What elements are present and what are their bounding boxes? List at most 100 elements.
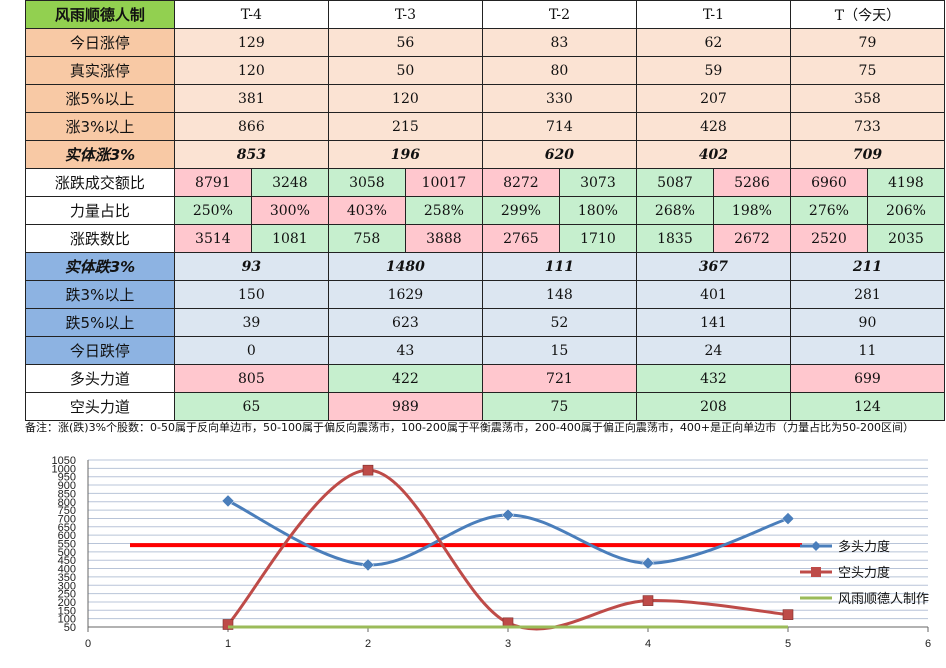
table-cell[interactable]: 620 — [481, 140, 637, 169]
row-label[interactable]: 涨跌成交额比 — [25, 168, 175, 197]
table-cell[interactable]: 300% — [250, 196, 329, 225]
table-cell[interactable]: 3514 — [173, 224, 252, 253]
row-label[interactable]: 真实涨停 — [25, 56, 175, 85]
table-cell[interactable]: 208 — [635, 392, 791, 421]
table-cell[interactable]: 367 — [635, 252, 791, 281]
table-cell[interactable]: 111 — [481, 252, 637, 281]
row-label[interactable]: 涨跌数比 — [25, 224, 175, 253]
table-cell[interactable]: 330 — [481, 84, 637, 113]
table-cell[interactable]: 52 — [481, 308, 637, 337]
table-cell[interactable]: 3248 — [250, 168, 329, 197]
table-cell[interactable]: 120 — [173, 56, 329, 85]
table-cell[interactable]: 120 — [327, 84, 483, 113]
table-cell[interactable]: 75 — [789, 56, 946, 85]
table-cell[interactable]: 148 — [481, 280, 637, 309]
table-cell[interactable]: 141 — [635, 308, 791, 337]
table-cell[interactable]: 268% — [635, 196, 714, 225]
table-cell[interactable]: 150 — [173, 280, 329, 309]
table-cell[interactable]: 432 — [635, 364, 791, 393]
row-label[interactable]: 今日涨停 — [25, 28, 175, 57]
table-cell[interactable]: 2035 — [866, 224, 946, 253]
row-label[interactable]: 空头力道 — [25, 392, 175, 421]
row-label[interactable]: 跌5%以上 — [25, 308, 175, 337]
table-cell[interactable]: 80 — [481, 56, 637, 85]
table-cell[interactable]: 56 — [327, 28, 483, 57]
col-header[interactable]: T-3 — [327, 0, 483, 29]
table-cell[interactable]: 250% — [173, 196, 252, 225]
table-cell[interactable]: 4198 — [866, 168, 946, 197]
table-cell[interactable]: 805 — [173, 364, 329, 393]
row-label[interactable]: 实体跌3% — [25, 252, 175, 281]
table-cell[interactable]: 714 — [481, 112, 637, 141]
table-cell[interactable]: 1480 — [327, 252, 483, 281]
table-cell[interactable]: 65 — [173, 392, 329, 421]
col-header[interactable]: T-4 — [173, 0, 329, 29]
table-cell[interactable]: 428 — [635, 112, 791, 141]
table-cell[interactable]: 129 — [173, 28, 329, 57]
table-cell[interactable]: 59 — [635, 56, 791, 85]
table-cell[interactable]: 6960 — [789, 168, 868, 197]
table-cell[interactable]: 299% — [481, 196, 560, 225]
table-cell[interactable]: 381 — [173, 84, 329, 113]
table-cell[interactable]: 93 — [173, 252, 329, 281]
corner-title[interactable]: 风雨顺德人制 — [25, 0, 175, 29]
table-cell[interactable]: 3888 — [404, 224, 483, 253]
table-cell[interactable]: 699 — [789, 364, 946, 393]
table-cell[interactable]: 211 — [789, 252, 946, 281]
table-cell[interactable]: 1081 — [250, 224, 329, 253]
table-cell[interactable]: 1629 — [327, 280, 483, 309]
table-cell[interactable]: 758 — [327, 224, 406, 253]
table-cell[interactable]: 62 — [635, 28, 791, 57]
col-header[interactable]: T-1 — [635, 0, 791, 29]
table-cell[interactable]: 2765 — [481, 224, 560, 253]
table-cell[interactable]: 989 — [327, 392, 483, 421]
table-cell[interactable]: 90 — [789, 308, 946, 337]
row-label[interactable]: 今日跌停 — [25, 336, 175, 365]
table-cell[interactable]: 8272 — [481, 168, 560, 197]
table-cell[interactable]: 207 — [635, 84, 791, 113]
table-cell[interactable]: 2672 — [712, 224, 791, 253]
col-header[interactable]: T（今天） — [789, 0, 946, 29]
row-label[interactable]: 涨5%以上 — [25, 84, 175, 113]
table-cell[interactable]: 709 — [789, 140, 946, 169]
table-cell[interactable]: 733 — [789, 112, 946, 141]
table-cell[interactable]: 75 — [481, 392, 637, 421]
row-label[interactable]: 多头力道 — [25, 364, 175, 393]
table-cell[interactable]: 853 — [173, 140, 329, 169]
table-cell[interactable]: 206% — [866, 196, 946, 225]
table-cell[interactable]: 0 — [173, 336, 329, 365]
row-label[interactable]: 跌3%以上 — [25, 280, 175, 309]
row-label[interactable]: 涨3%以上 — [25, 112, 175, 141]
table-cell[interactable]: 5087 — [635, 168, 714, 197]
table-cell[interactable]: 401 — [635, 280, 791, 309]
table-cell[interactable]: 43 — [327, 336, 483, 365]
table-cell[interactable]: 1835 — [635, 224, 714, 253]
table-cell[interactable]: 8791 — [173, 168, 252, 197]
table-cell[interactable]: 215 — [327, 112, 483, 141]
table-cell[interactable]: 124 — [789, 392, 946, 421]
table-cell[interactable]: 276% — [789, 196, 868, 225]
table-cell[interactable]: 422 — [327, 364, 483, 393]
table-cell[interactable]: 196 — [327, 140, 483, 169]
table-cell[interactable]: 79 — [789, 28, 946, 57]
table-cell[interactable]: 11 — [789, 336, 946, 365]
table-cell[interactable]: 5286 — [712, 168, 791, 197]
table-cell[interactable]: 1710 — [558, 224, 637, 253]
table-cell[interactable]: 10017 — [404, 168, 483, 197]
table-cell[interactable]: 83 — [481, 28, 637, 57]
table-cell[interactable]: 180% — [558, 196, 637, 225]
row-label[interactable]: 实体涨3% — [25, 140, 175, 169]
table-cell[interactable]: 623 — [327, 308, 483, 337]
table-cell[interactable]: 15 — [481, 336, 637, 365]
table-cell[interactable]: 24 — [635, 336, 791, 365]
table-cell[interactable]: 403% — [327, 196, 406, 225]
table-cell[interactable]: 258% — [404, 196, 483, 225]
row-label[interactable]: 力量占比 — [25, 196, 175, 225]
table-cell[interactable]: 866 — [173, 112, 329, 141]
table-cell[interactable]: 3058 — [327, 168, 406, 197]
table-cell[interactable]: 2520 — [789, 224, 868, 253]
col-header[interactable]: T-2 — [481, 0, 637, 29]
table-cell[interactable]: 281 — [789, 280, 946, 309]
table-cell[interactable]: 358 — [789, 84, 946, 113]
table-cell[interactable]: 402 — [635, 140, 791, 169]
